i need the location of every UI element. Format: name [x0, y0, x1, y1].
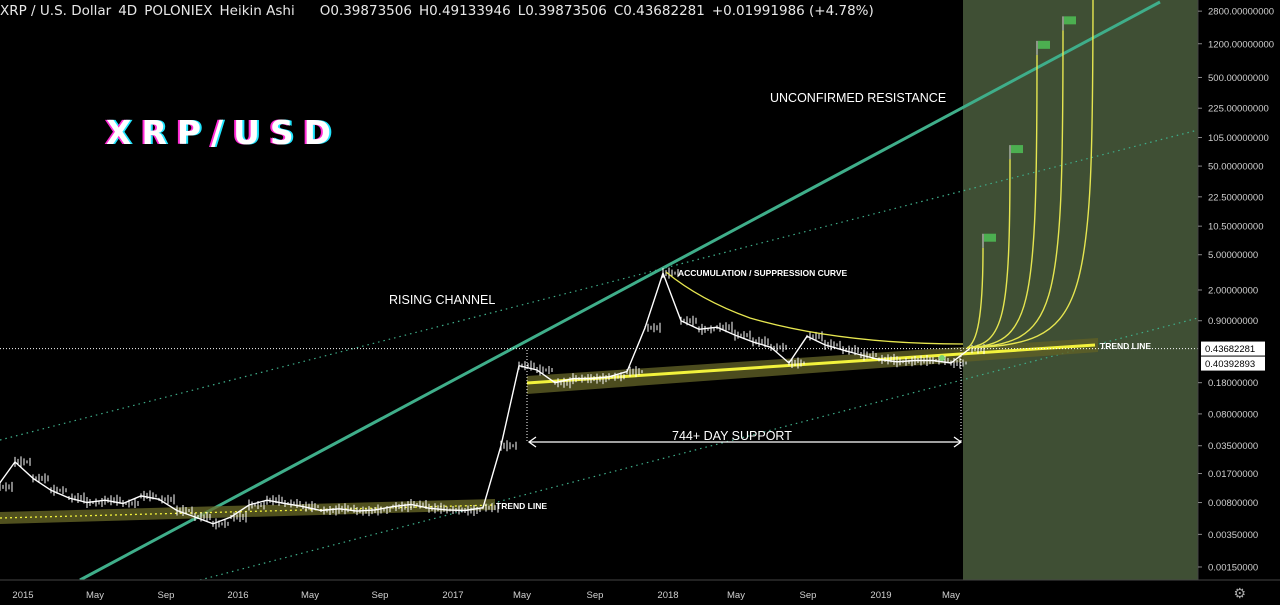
time-tick-label: Sep	[587, 590, 604, 601]
chart-title: XRP/USD	[106, 113, 342, 152]
accumulation-curve	[665, 271, 964, 345]
price-change: +0.01991986 (+4.78%)	[711, 3, 874, 19]
time-tick-label: May	[942, 590, 960, 601]
time-tick-label: May	[301, 590, 319, 601]
flag-icon	[1064, 16, 1076, 25]
price-axis-bg	[1198, 0, 1280, 580]
price-tick-label: 2800.00000000	[1208, 7, 1274, 18]
projection-curves	[665, 0, 1094, 349]
gear-icon[interactable]: ⚙	[1233, 585, 1246, 601]
projection-zone	[963, 0, 1198, 580]
symbol-name[interactable]: XRP / U.S. Dollar	[0, 3, 112, 19]
flag-icon	[984, 233, 996, 242]
rising-channel-label: RISING CHANNEL	[389, 293, 496, 307]
time-tick-label: May	[86, 590, 104, 601]
right-trend-line	[526, 343, 1096, 385]
time-tick-label: May	[513, 590, 531, 601]
chart-annotations	[0, 348, 1198, 448]
rising-channel	[0, 0, 1199, 582]
trend-line-label-left: TREND LINE	[496, 501, 547, 511]
projection-curve	[966, 159, 1011, 349]
current-price-tag-bg	[1201, 341, 1265, 356]
time-tick-label: 2018	[657, 590, 678, 601]
projection-curve	[966, 30, 1064, 349]
price-tick-label: 5.00000000	[1208, 250, 1258, 261]
time-axis-bg	[0, 580, 1280, 605]
projection-curve	[966, 0, 1094, 349]
current-price-value: 0.43682281	[1205, 344, 1255, 355]
price-tick-label: 50.00000000	[1208, 162, 1263, 173]
channel-lower-dotted-line	[199, 317, 1199, 581]
projection-curve	[966, 54, 1038, 349]
time-tick-label: 2017	[442, 590, 463, 601]
unconfirmed-resistance-label: UNCONFIRMED RESISTANCE	[770, 91, 947, 105]
price-tick-label: 500.00000000	[1208, 73, 1269, 84]
price-tick-label: 2.00000000	[1208, 286, 1258, 297]
arrowhead-left-icon	[527, 436, 537, 448]
time-tick-label: Sep	[372, 590, 389, 601]
interval[interactable]: 4D	[118, 3, 138, 19]
time-tick-label: May	[727, 590, 745, 601]
secondary-price-value: 0.40392893	[1205, 359, 1255, 370]
price-tick-label: 1200.00000000	[1208, 39, 1274, 50]
time-axis[interactable]: 2015 May Sep 2016 May Sep 2017 May Sep 2018 May Sep…	[0, 579, 1280, 605]
chart-style: Heikin Ashi	[219, 3, 295, 19]
accumulation-curve-label: ACCUMULATION / SUPPRESSION CURVE	[678, 268, 848, 278]
price-tick-label: 0.08000000	[1208, 409, 1258, 420]
support-bands	[0, 338, 1098, 524]
price-series	[0, 267, 985, 530]
day-support-label: 744+ DAY SUPPORT	[672, 429, 792, 443]
secondary-price-tag-bg	[1201, 356, 1265, 371]
price-tick-label: 0.03500000	[1208, 441, 1258, 452]
projection-curve	[966, 247, 984, 349]
price-tick-label: 0.01700000	[1208, 469, 1258, 480]
arrowhead-right-icon	[953, 436, 963, 448]
price-axis[interactable]: 2800.00000000 1200.00000000 500.00000000 22…	[1197, 0, 1280, 580]
price-tick-label: 225.00000000	[1208, 104, 1269, 115]
ohlc-open: O0.39873506	[319, 3, 412, 19]
price-tick-label: 105.00000000	[1208, 133, 1269, 144]
right-support-band	[527, 338, 1098, 394]
price-tick-label: 0.00150000	[1208, 562, 1258, 573]
ohlc-close: C0.43682281	[613, 3, 705, 19]
exchange: POLONIEX	[144, 3, 213, 19]
price-tick-label: 22.50000000	[1208, 192, 1263, 203]
flag-icon	[1038, 40, 1050, 49]
secondary-price-tag[interactable]: 0.40392893	[1201, 356, 1265, 371]
time-tick-label: Sep	[800, 590, 817, 601]
marker-dot	[939, 355, 945, 361]
ohlc-low: L0.39873506	[517, 3, 607, 19]
time-tick-label: Sep	[158, 590, 175, 601]
flag-icon	[1011, 145, 1023, 154]
price-tick-label: 0.00350000	[1208, 530, 1258, 541]
time-tick-label: 2015	[12, 590, 33, 601]
current-price-tag[interactable]: 0.43682281	[1201, 341, 1265, 356]
trend-line-label-right: TREND LINE	[1100, 341, 1151, 351]
left-support-band	[0, 499, 495, 524]
symbol-info-bar: XRP / U.S. Dollar 4D POLONIEX Heikin Ashi O0…	[0, 3, 881, 23]
channel-upper-line	[79, 0, 1161, 582]
time-tick-label: 2019	[870, 590, 891, 601]
price-tick-label: 10.50000000	[1208, 222, 1263, 233]
price-tick-label: 0.00800000	[1208, 498, 1258, 509]
time-tick-label: 2016	[227, 590, 248, 601]
price-tick-label: 0.18000000	[1208, 378, 1258, 389]
price-tick-label: 0.90000000	[1208, 316, 1258, 327]
ohlc-high: H0.49133946	[418, 3, 511, 19]
